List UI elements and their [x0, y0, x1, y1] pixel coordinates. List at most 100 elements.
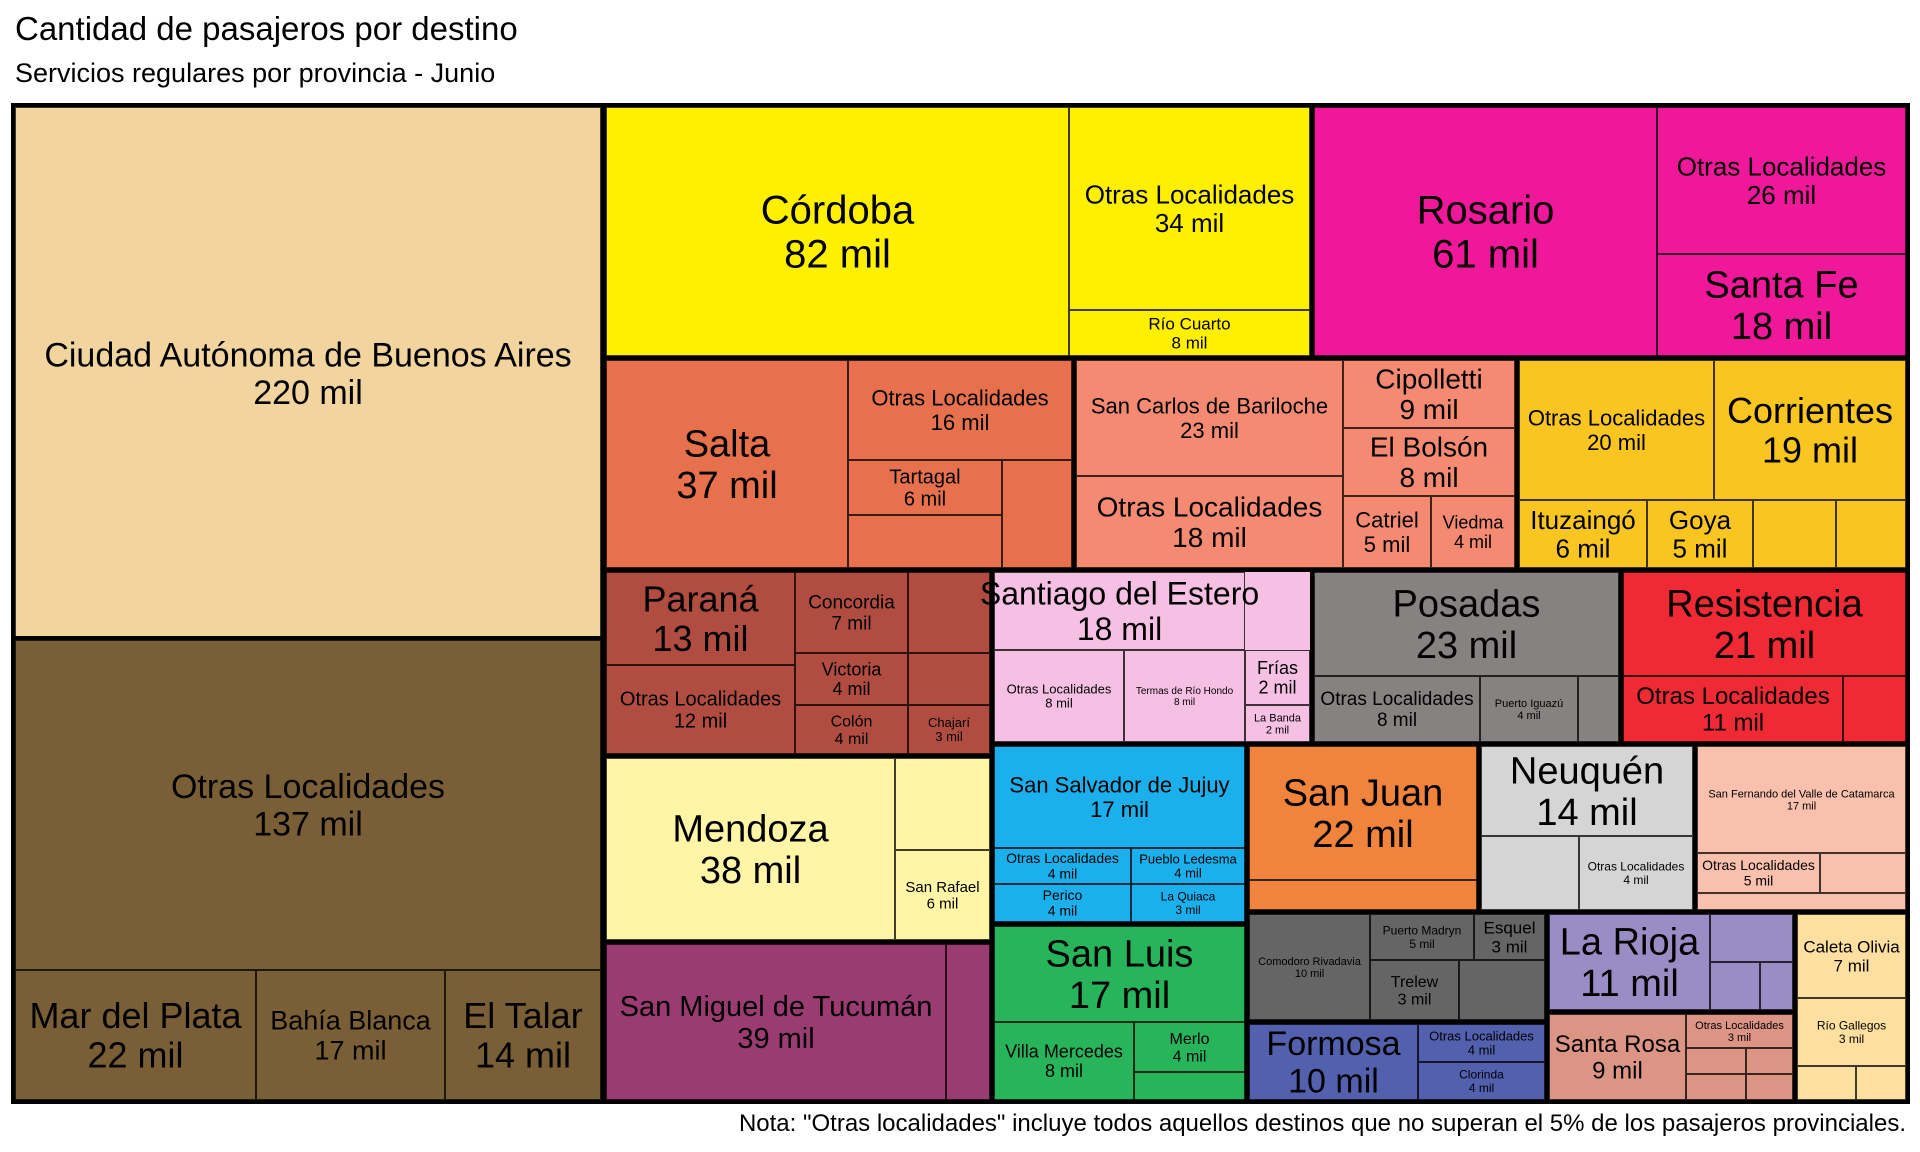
tile-otras-localidades — [606, 665, 795, 754]
tile-value-label: 3 mil — [1728, 1032, 1751, 1044]
tile-puerto-madryn — [1370, 914, 1474, 960]
tile-value-label: 6 mil — [927, 896, 959, 913]
tile-unlabeled — [1797, 1066, 1856, 1100]
tile-value-label: 14 mil — [1536, 792, 1637, 834]
chart-title: Cantidad de pasajeros por destino — [15, 10, 518, 47]
tile-value-label: 20 mil — [1587, 430, 1646, 455]
tile-value-label: 19 mil — [1762, 429, 1858, 470]
tile-name-label: Puerto Madryn — [1383, 924, 1462, 938]
tile-value-label: 11 mil — [1702, 710, 1764, 737]
tile-san-luis — [994, 926, 1245, 1022]
tile-unlabeled — [1856, 1066, 1906, 1100]
tile-name-label: Otras Localidades — [1695, 1020, 1784, 1032]
tile-puerto-iguazu — [1480, 676, 1578, 742]
tile-name-label: Trelew — [1391, 974, 1439, 991]
tile-unlabeled — [908, 572, 990, 653]
tile-name-label: Comodoro Rivadavia — [1258, 956, 1362, 968]
tile-name-label: Caleta Olivia — [1803, 938, 1900, 957]
tile-unlabeled — [1481, 836, 1579, 910]
tile-name-label: Chajarí — [928, 715, 970, 730]
tile-value-label: 8 mil — [1174, 697, 1195, 708]
tile-value-label: 16 mil — [931, 410, 990, 435]
tile-value-label: 8 mil — [1377, 710, 1417, 731]
tile-otras-localidades — [1623, 676, 1843, 742]
tile-termas-de-rio-hondo — [1124, 650, 1245, 742]
tile-unlabeled — [1820, 853, 1906, 893]
tile-unlabeled — [1746, 1048, 1793, 1074]
tile-value-label: 9 mil — [1399, 394, 1458, 425]
tile-name-label: Otras Localidades — [1429, 1028, 1534, 1043]
tile-name-label: San Carlos de Bariloche — [1091, 394, 1328, 419]
tile-name-label: Otras Localidades — [871, 386, 1048, 411]
tile-rosario — [1314, 107, 1657, 356]
tile-name-label: Cipolletti — [1375, 363, 1482, 394]
tile-perico — [994, 884, 1131, 922]
tile-name-label: Salta — [684, 423, 771, 465]
tile-santa-fe — [1657, 254, 1906, 356]
tile-san-juan — [1249, 746, 1477, 880]
tile-name-label: Ciudad Autónoma de Buenos Aires — [44, 337, 571, 375]
tile-value-label: 4 mil — [832, 679, 870, 699]
tile-san-carlos-de-bariloche — [1076, 360, 1343, 476]
tile-value-label: 34 mil — [1155, 208, 1224, 238]
tile-unlabeled — [1578, 676, 1619, 742]
tile-name-label: Tartagal — [889, 467, 960, 489]
tile-name-label: La Quiaca — [1161, 890, 1216, 904]
tile-value-label: 17 mil — [314, 1035, 386, 1065]
tile-mar-del-plata — [15, 970, 256, 1100]
tile-name-label: Formosa — [1266, 1025, 1400, 1063]
tile-name-label: Resistencia — [1666, 583, 1863, 625]
tile-la-quiaca — [1131, 884, 1245, 922]
tile-name-label: Mendoza — [672, 808, 829, 850]
tile-villa-mercedes — [994, 1022, 1134, 1100]
tile-unlabeled — [1753, 500, 1836, 568]
tile-salta — [606, 360, 848, 568]
tile-name-label: Otras Localidades — [1085, 179, 1295, 209]
tile-name-label: San Fernando del Valle de Catamarca — [1708, 788, 1895, 800]
tile-value-label: 26 mil — [1747, 180, 1816, 210]
tile-ituzaingo — [1519, 500, 1647, 568]
tile-name-label: Pueblo Ledesma — [1139, 851, 1237, 866]
tile-name-label: Santa Rosa — [1555, 1031, 1681, 1058]
tile-goya — [1647, 500, 1753, 568]
tile-otras-localidades — [1686, 1014, 1793, 1048]
tile-otras-localidades — [994, 848, 1131, 884]
tile-name-label: Ituzaingó — [1530, 505, 1636, 535]
tile-name-label: San Salvador de Jujuy — [1009, 773, 1229, 798]
tile-name-label: Corrientes — [1727, 390, 1893, 431]
tile-name-label: Otras Localidades — [1097, 491, 1323, 522]
tile-otras-localidades — [1076, 476, 1343, 568]
tile-value-label: 5 mil — [1673, 533, 1728, 563]
tile-esquel — [1474, 914, 1545, 960]
tile-name-label: Frías — [1257, 658, 1298, 678]
tile-unlabeled — [1760, 962, 1793, 1010]
tile-unlabeled — [1710, 914, 1793, 962]
tile-name-label: Puerto Iguazú — [1495, 698, 1564, 710]
tile-clorinda — [1418, 1062, 1545, 1100]
tile-name-label: El Bolsón — [1370, 431, 1488, 462]
tile-value-label: 3 mil — [1839, 1032, 1864, 1046]
tile-value-label: 3 mil — [1492, 937, 1528, 956]
tile-value-label: 4 mil — [1623, 873, 1648, 887]
tile-san-rafael — [895, 850, 990, 940]
tile-value-label: 7 mil — [1834, 956, 1870, 975]
chart-note: Nota: "Otras localidades" incluye todos … — [738, 1110, 1906, 1137]
tile-la-banda — [1245, 705, 1310, 742]
tile-value-label: 5 mil — [1409, 937, 1434, 951]
tile-name-label: Otras Localidades — [620, 689, 781, 711]
tile-unlabeled — [1746, 1074, 1793, 1100]
